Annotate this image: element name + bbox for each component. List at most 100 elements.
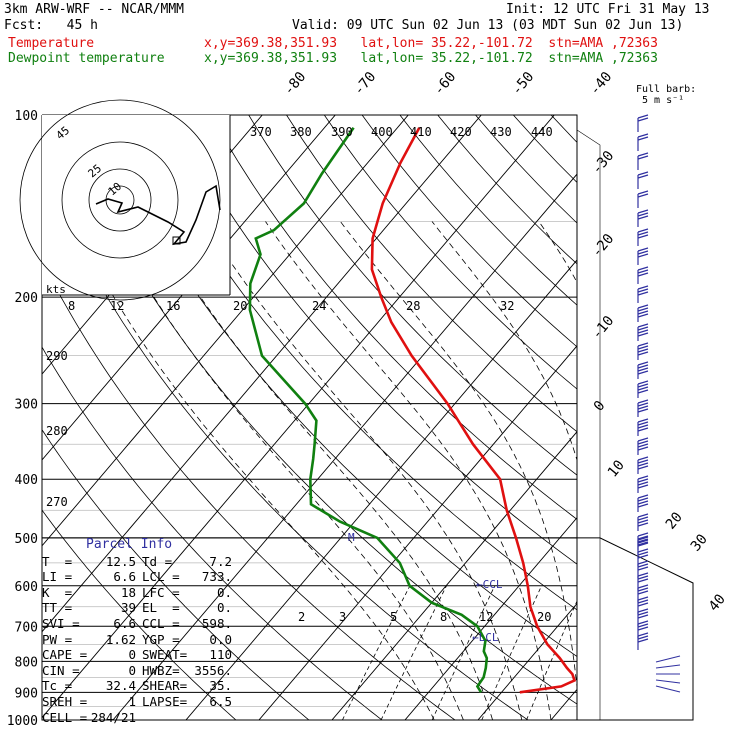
wind-barb-flag	[637, 614, 649, 619]
wind-barb-flag	[637, 304, 649, 309]
wind-barb-flag	[637, 475, 649, 480]
wind-barb-flag	[637, 513, 649, 518]
theta-left-label: 280	[46, 424, 68, 438]
wind-barb-flag	[637, 532, 649, 537]
wind-barb-flag	[637, 560, 649, 565]
wind-barb-flag	[637, 307, 649, 312]
hodograph-unit-label: kts	[46, 283, 66, 296]
wind-barb-flag	[637, 209, 649, 214]
wind-barb-flag	[637, 575, 649, 580]
isotherm-label: -80	[281, 69, 310, 99]
parcel-row: PW = 1.62 YGP = 0.0	[42, 632, 232, 648]
profiles	[248, 127, 577, 694]
wind-barb-flag	[637, 465, 649, 470]
parcel-value: 3556.	[194, 662, 232, 678]
parcel-info-box: Parcel Info T = 12.5 Td = 7.2 LI = 6.6 LCL = 73…	[42, 537, 232, 725]
isotherm	[185, 259, 577, 720]
temperature-profile	[370, 127, 577, 694]
isotherm	[42, 115, 555, 719]
header: 3km ARW-WRF -- NCAR/MMM Init: 12 UTC Fri…	[0, 0, 740, 70]
parcel-value: 598.	[201, 615, 232, 631]
parcel-key: LI =	[42, 569, 73, 585]
parcel-key: HWBZ=	[142, 662, 180, 678]
wind-barb-flag	[637, 253, 649, 258]
dry-adiabat	[172, 115, 577, 565]
mixing-ratio-line	[431, 585, 496, 720]
wind-barb-flag	[637, 171, 649, 176]
wind-barb-flag	[637, 590, 649, 595]
wind-barb-flag	[637, 408, 649, 413]
isotherm-label: -10	[589, 313, 618, 343]
full-barb-label: Full barb:	[636, 84, 696, 95]
wind-barb-flag	[637, 587, 649, 592]
wind-barb-flag	[637, 215, 649, 220]
isotherm-label: 30	[688, 531, 711, 554]
pressure-tick-label: 500	[15, 532, 38, 547]
isotherm	[42, 115, 482, 633]
wind-barb-flag	[637, 626, 649, 631]
wind-barb-flag	[637, 516, 649, 521]
mixing-ratio-label: 12	[110, 299, 124, 313]
hodograph-ring	[88, 168, 152, 232]
parcel-value: 6.6	[113, 615, 136, 631]
m-annotation: M	[348, 531, 355, 544]
parcel-row: SVI = 6.6 CCL = 598.	[42, 615, 232, 632]
parcel-value: 6.5	[209, 693, 232, 709]
wind-barb-flag	[637, 386, 649, 391]
wind-barb-flag	[637, 456, 649, 461]
wind-barb-flag	[637, 536, 649, 541]
wind-barb-flag	[637, 152, 649, 157]
barb-column-edge	[576, 115, 601, 720]
parcel-value: 0.	[216, 600, 232, 616]
hodograph-ring	[19, 99, 221, 301]
wind-barb-flag	[637, 351, 649, 356]
wind-barb-flag	[637, 348, 649, 353]
parcel-key: CAPE =	[42, 647, 88, 663]
wind-barb-flag	[637, 541, 649, 546]
wind-barb-flag	[637, 620, 649, 625]
wind-barb-flag	[637, 345, 649, 350]
wind-barb-flag	[637, 234, 649, 239]
parcel-row: LI = 6.6 LCL = 733.	[42, 569, 232, 585]
theta-label: 380	[290, 125, 312, 139]
pressure-tick-label: 900	[15, 686, 38, 701]
pressure-tick-label: 100	[15, 109, 38, 124]
wind-barb-low	[655, 664, 681, 669]
wind-barb-flag	[637, 174, 649, 179]
parcel-key: CELL =	[42, 709, 88, 725]
wind-barb-flag	[637, 572, 649, 577]
theta-label: 370	[250, 125, 272, 139]
dewpoint-profile	[248, 127, 489, 693]
parcel-value: 733.	[201, 569, 232, 585]
wind-barb-flag	[637, 535, 649, 540]
wind-barb-flag	[637, 638, 649, 643]
wind-barb-flag	[637, 462, 649, 467]
wind-barb-flag	[637, 599, 649, 604]
parcel-value: 39	[120, 600, 136, 616]
wind-barb-flag	[637, 133, 649, 138]
mixing-ratio-label: 28	[406, 299, 420, 313]
theta-label: 420	[450, 125, 472, 139]
parcel-value: 110	[209, 647, 232, 663]
parcel-key: CCL =	[142, 615, 180, 631]
wind-barb-flag	[637, 542, 649, 547]
parcel-value: 284/21	[90, 709, 136, 725]
moist-adiabat	[340, 221, 577, 691]
theta-label: 400	[371, 125, 393, 139]
wind-barb-flag	[637, 578, 649, 583]
wind-barb-flag	[637, 494, 649, 499]
moist-adiabat	[265, 221, 552, 720]
mixing-ratio-label-low: 5	[390, 610, 397, 624]
wind-barb-flag	[637, 117, 649, 122]
wind-barb-flag	[637, 114, 649, 119]
isotherm-label: 20	[663, 509, 686, 532]
mixing-ratio-label: 8	[68, 299, 75, 313]
wind-barb-flag	[637, 367, 649, 372]
parcel-key: CIN =	[42, 662, 80, 678]
isotherm	[477, 602, 577, 720]
temperature-station-info: x,y=369.38,351.93 lat,lon= 35.22,-101.72…	[204, 36, 658, 51]
isotherm	[42, 115, 409, 547]
mixing-ratio-line	[342, 585, 411, 720]
isotherm-label: -20	[589, 231, 618, 261]
dry-adiabat	[42, 429, 310, 720]
